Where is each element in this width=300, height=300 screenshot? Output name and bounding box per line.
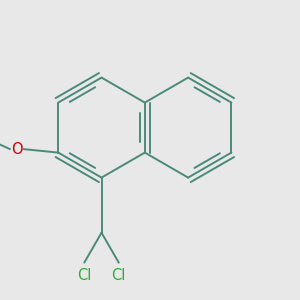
Text: Cl: Cl <box>77 268 92 283</box>
Text: Cl: Cl <box>112 268 126 283</box>
Text: O: O <box>11 142 23 157</box>
